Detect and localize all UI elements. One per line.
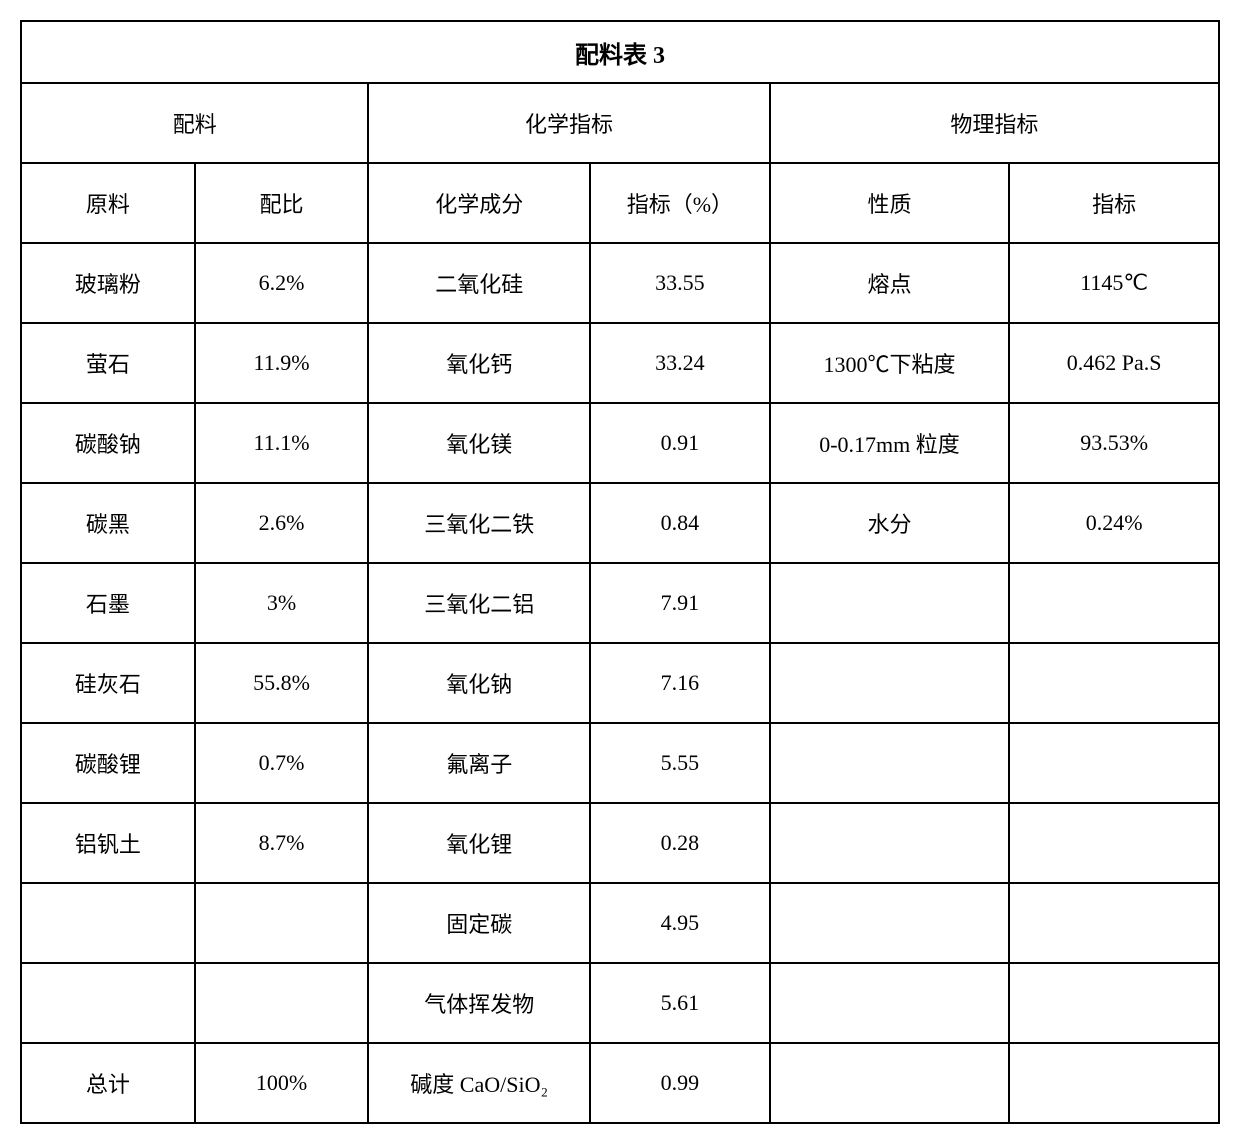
cell: 碳黑 — [21, 483, 195, 563]
cell: 三氧化二铁 — [368, 483, 590, 563]
table-row: 铝钒土 8.7% 氧化锂 0.28 — [21, 803, 1219, 883]
col-header: 配比 — [195, 163, 369, 243]
cell: 氧化镁 — [368, 403, 590, 483]
cell — [770, 563, 1010, 643]
table-row: 玻璃粉 6.2% 二氧化硅 33.55 熔点 1145℃ — [21, 243, 1219, 323]
cell — [1009, 1043, 1219, 1123]
cell: 3% — [195, 563, 369, 643]
cell: 气体挥发物 — [368, 963, 590, 1043]
cell: 0.84 — [590, 483, 770, 563]
table-row: 碳酸钠 11.1% 氧化镁 0.91 0-0.17mm 粒度 93.53% — [21, 403, 1219, 483]
cell: 8.7% — [195, 803, 369, 883]
cell: 二氧化硅 — [368, 243, 590, 323]
cell — [770, 883, 1010, 963]
cell: 1145℃ — [1009, 243, 1219, 323]
cell: 熔点 — [770, 243, 1010, 323]
footer-row: 总计 100% 碱度 CaO/SiO₂ 0.99 — [21, 1043, 1219, 1123]
table-row: 碳黑 2.6% 三氧化二铁 0.84 水分 0.24% — [21, 483, 1219, 563]
group-header-physical: 物理指标 — [770, 83, 1219, 163]
cell — [1009, 723, 1219, 803]
cell: 7.91 — [590, 563, 770, 643]
cell: 0.462 Pa.S — [1009, 323, 1219, 403]
cell — [1009, 563, 1219, 643]
cell: 4.95 — [590, 883, 770, 963]
cell: 6.2% — [195, 243, 369, 323]
cell: 5.61 — [590, 963, 770, 1043]
cell: 石墨 — [21, 563, 195, 643]
cell: 固定碳 — [368, 883, 590, 963]
cell: 三氧化二铝 — [368, 563, 590, 643]
cell: 5.55 — [590, 723, 770, 803]
cell — [195, 963, 369, 1043]
cell: 氧化锂 — [368, 803, 590, 883]
cell: 33.55 — [590, 243, 770, 323]
cell: 碳酸钠 — [21, 403, 195, 483]
cell — [1009, 803, 1219, 883]
cell: 2.6% — [195, 483, 369, 563]
cell: 7.16 — [590, 643, 770, 723]
cell: 0.99 — [590, 1043, 770, 1123]
table-title: 配料表 3 — [21, 21, 1219, 83]
cell: 氟离子 — [368, 723, 590, 803]
group-header-ingredients: 配料 — [21, 83, 368, 163]
table-row: 固定碳 4.95 — [21, 883, 1219, 963]
table-row: 萤石 11.9% 氧化钙 33.24 1300℃下粘度 0.462 Pa.S — [21, 323, 1219, 403]
cell: 铝钒土 — [21, 803, 195, 883]
table-row: 碳酸锂 0.7% 氟离子 5.55 — [21, 723, 1219, 803]
cell: 55.8% — [195, 643, 369, 723]
cell: 0.28 — [590, 803, 770, 883]
cell: 0.7% — [195, 723, 369, 803]
cell — [1009, 963, 1219, 1043]
title-row: 配料表 3 — [21, 21, 1219, 83]
cell: 玻璃粉 — [21, 243, 195, 323]
cell: 1300℃下粘度 — [770, 323, 1010, 403]
cell: 氧化钠 — [368, 643, 590, 723]
sub-header-row: 原料 配比 化学成分 指标（%） 性质 指标 — [21, 163, 1219, 243]
cell: 总计 — [21, 1043, 195, 1123]
cell — [770, 1043, 1010, 1123]
ingredients-table: 配料表 3 配料 化学指标 物理指标 原料 配比 化学成分 指标（%） 性质 指… — [20, 20, 1220, 1124]
cell — [770, 803, 1010, 883]
cell — [770, 963, 1010, 1043]
table-row: 石墨 3% 三氧化二铝 7.91 — [21, 563, 1219, 643]
col-header: 性质 — [770, 163, 1010, 243]
cell: 氧化钙 — [368, 323, 590, 403]
cell: 11.1% — [195, 403, 369, 483]
group-header-row: 配料 化学指标 物理指标 — [21, 83, 1219, 163]
cell: 11.9% — [195, 323, 369, 403]
cell: 0.24% — [1009, 483, 1219, 563]
cell: 碳酸锂 — [21, 723, 195, 803]
col-header: 指标（%） — [590, 163, 770, 243]
cell: 0.91 — [590, 403, 770, 483]
cell — [1009, 643, 1219, 723]
cell: 萤石 — [21, 323, 195, 403]
cell: 100% — [195, 1043, 369, 1123]
table-row: 气体挥发物 5.61 — [21, 963, 1219, 1043]
cell — [770, 643, 1010, 723]
cell — [195, 883, 369, 963]
col-header: 化学成分 — [368, 163, 590, 243]
col-header: 指标 — [1009, 163, 1219, 243]
cell: 水分 — [770, 483, 1010, 563]
table-row: 硅灰石 55.8% 氧化钠 7.16 — [21, 643, 1219, 723]
cell: 93.53% — [1009, 403, 1219, 483]
cell: 0-0.17mm 粒度 — [770, 403, 1010, 483]
cell: 33.24 — [590, 323, 770, 403]
cell: 硅灰石 — [21, 643, 195, 723]
group-header-chemical: 化学指标 — [368, 83, 769, 163]
col-header: 原料 — [21, 163, 195, 243]
cell: 碱度 CaO/SiO₂ — [368, 1043, 590, 1123]
cell — [21, 963, 195, 1043]
cell — [21, 883, 195, 963]
cell — [770, 723, 1010, 803]
cell — [1009, 883, 1219, 963]
